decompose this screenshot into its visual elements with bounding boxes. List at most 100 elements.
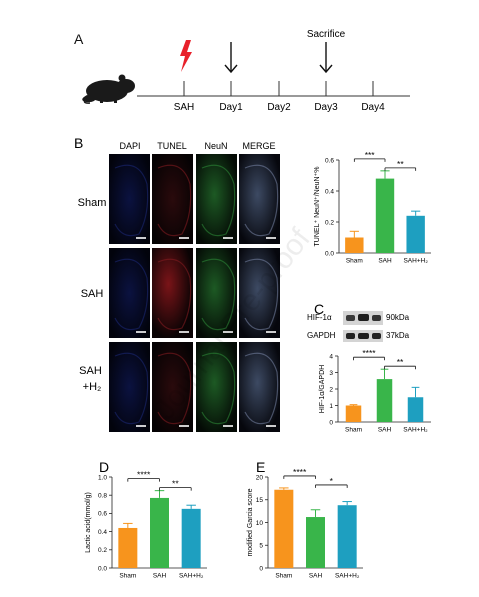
micrograph-merge-row3 (239, 342, 280, 432)
micrograph-dapi-row2 (109, 248, 150, 338)
x-tick-label: SAH (153, 573, 167, 580)
y-tick-label: 0.2 (325, 219, 334, 226)
x-tick-label: Sham (275, 573, 292, 580)
sacrifice-label: Sacrifice (307, 29, 346, 40)
timeline-label-day1: Day1 (219, 102, 243, 113)
bar-2 (375, 178, 395, 253)
y-axis-label: Lactic acid(mmol/g) (85, 492, 92, 553)
y-tick-label: 0.6 (98, 511, 107, 518)
panel-letter-e: E (256, 459, 265, 475)
bar-2 (150, 497, 169, 568)
y-tick-label: 2 (329, 386, 333, 393)
timeline-label-day2: Day2 (267, 102, 291, 113)
micrograph-grid (109, 154, 280, 432)
panel-letter-d: D (99, 459, 109, 475)
bar-1 (345, 237, 364, 253)
bar-3 (406, 215, 425, 253)
y-axis-label: modified Garcia score (247, 488, 254, 556)
x-tick-label: Sham (119, 573, 136, 580)
significance-label: ** (172, 479, 179, 489)
y-tick-label: 15 (256, 497, 264, 504)
micrograph-tunel-row1 (152, 154, 193, 244)
y-tick-label: 10 (256, 520, 264, 527)
micrograph-merge-row1 (239, 154, 280, 244)
bar-2 (306, 517, 325, 568)
y-tick-label: 3 (329, 370, 333, 377)
y-tick-label: 20 (256, 474, 264, 481)
bar-3 (407, 397, 424, 422)
x-tick-label: SAH (309, 573, 323, 580)
row-label-sah: SAH (81, 288, 104, 300)
y-tick-label: 0.0 (98, 565, 107, 572)
down-arrow-day1-icon (224, 42, 238, 74)
x-tick-label: SAH+H₂ (179, 573, 204, 580)
y-tick-label: 1 (329, 403, 333, 410)
down-arrow-sacrifice-icon (319, 42, 333, 74)
y-axis-label: TUNEL⁺ NeuN⁺/NeuN⁺% (314, 167, 321, 247)
panel-letter-a: A (74, 31, 84, 47)
bar-1 (274, 489, 294, 568)
y-tick-label: 0.4 (98, 529, 107, 536)
y-axis-label: HIF-1α/GAPDH (319, 365, 326, 413)
panel-letter-b: B (74, 135, 83, 151)
y-tick-label: 0 (329, 419, 333, 426)
timeline-label-sah: SAH (174, 102, 195, 113)
bar-3 (181, 508, 201, 568)
micrograph-merge-row2 (239, 248, 280, 338)
micrograph-tunel-row2 (152, 248, 193, 338)
micrograph-dapi-row3 (109, 342, 150, 432)
blot-label-gapdh: GAPDH (307, 331, 336, 340)
y-tick-label: 0 (259, 565, 263, 572)
column-header-dapi: DAPI (119, 141, 140, 151)
x-tick-label: SAH (378, 427, 392, 434)
lightning-bolt-icon (180, 40, 192, 72)
x-tick-label: SAH (378, 258, 392, 265)
y-tick-label: 4 (329, 353, 333, 360)
x-tick-label: SAH+H₂ (403, 427, 428, 434)
significance-label: **** (362, 348, 376, 358)
y-tick-label: 5 (259, 543, 263, 550)
column-header-tunel: TUNEL (157, 141, 187, 151)
western-blot-gapdh (343, 330, 383, 342)
micrograph-neun-row2 (196, 248, 237, 338)
row-label-sah-h2: SAH +H₂ (79, 365, 105, 393)
significance-label: *** (365, 150, 376, 160)
significance-label: ** (397, 357, 404, 367)
y-tick-label: 0.6 (325, 157, 334, 164)
x-tick-label: Sham (345, 427, 362, 434)
x-tick-label: SAH+H₂ (403, 258, 428, 265)
panel-letter-c: C (314, 301, 324, 317)
significance-label: ** (397, 159, 404, 169)
significance-label: * (330, 476, 334, 486)
column-header-merge: MERGE (242, 141, 275, 151)
timeline-ticks (183, 81, 374, 96)
micrograph-neun-row3 (196, 342, 237, 432)
micrograph-tunel-row3 (152, 342, 193, 432)
timeline-label-day4: Day4 (361, 102, 385, 113)
y-tick-label: 0.8 (98, 492, 107, 499)
blot-label-hif1a: HIF-1α (307, 313, 332, 322)
blot-size-hif1a: 90kDa (386, 313, 410, 322)
significance-label: **** (137, 470, 151, 480)
western-blot-hif1a (343, 311, 383, 325)
bar-2 (376, 379, 393, 422)
bar-1 (118, 527, 138, 568)
micrograph-neun-row1 (196, 154, 237, 244)
y-tick-label: 1.0 (98, 474, 107, 481)
bar-3 (337, 505, 357, 568)
x-tick-label: Sham (346, 258, 363, 265)
blot-size-gapdh: 37kDa (386, 331, 410, 340)
x-tick-label: SAH+H₂ (335, 573, 360, 580)
micrograph-dapi-row1 (109, 154, 150, 244)
significance-label: **** (293, 467, 307, 477)
timeline-label-day3: Day3 (314, 102, 338, 113)
y-tick-label: 0.2 (98, 547, 107, 554)
mouse-icon (82, 74, 135, 104)
column-header-neun: NeuN (204, 141, 227, 151)
y-tick-label: 0.0 (325, 250, 334, 257)
